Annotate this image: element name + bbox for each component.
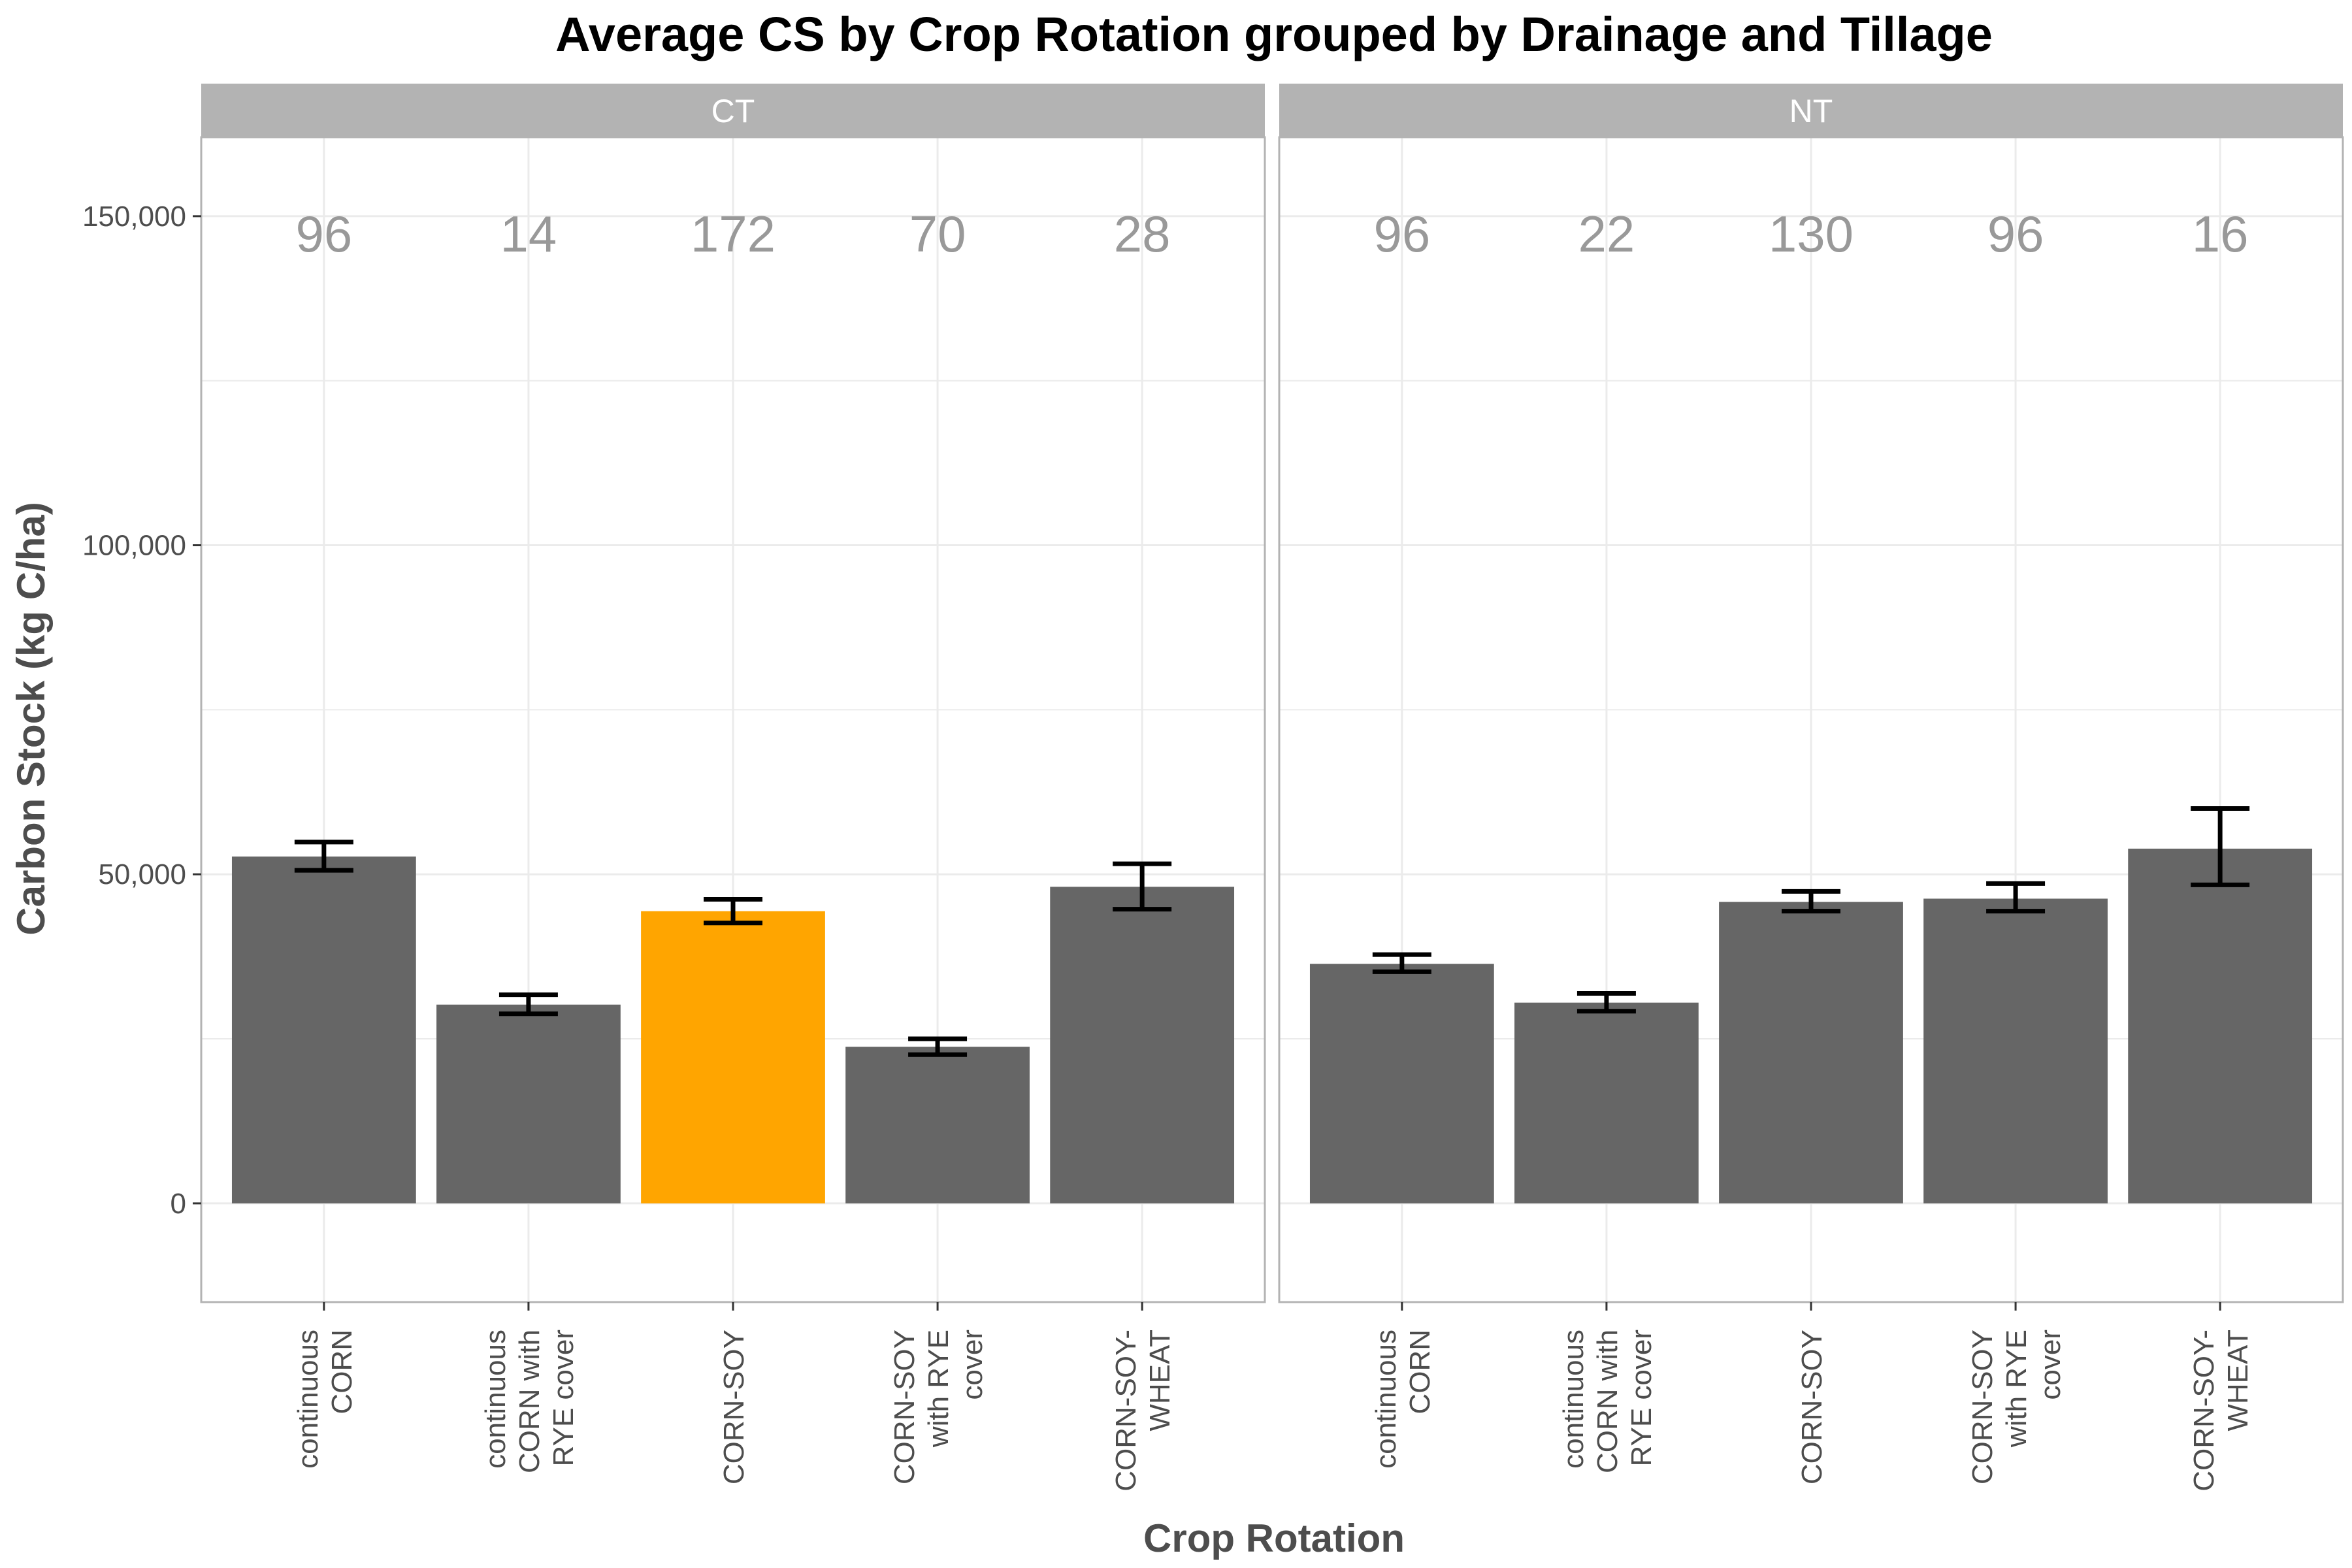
x-tick-label: continuous [1370, 1330, 1402, 1469]
error-bar [704, 897, 762, 926]
x-tick-label: CORN [1404, 1330, 1436, 1414]
x-tick-label: RYE cover [547, 1330, 580, 1467]
y-axis: 0 50,000 100,000 150,000 [82, 201, 201, 1220]
x-tick-label: CORN [326, 1330, 358, 1414]
x-tick-label: continuous [1558, 1330, 1590, 1469]
error-bar [1782, 889, 1840, 914]
y-tick-label: 100,000 [82, 530, 186, 562]
count-label: 16 [2192, 205, 2249, 263]
error-bar [1372, 952, 1431, 974]
x-tick-label: with RYE [2001, 1330, 2033, 1448]
count-label: 96 [295, 205, 352, 263]
count-label: 96 [1373, 205, 1430, 263]
count-label: 130 [1769, 205, 1854, 263]
x-tick-label: CORN-SOY [718, 1330, 750, 1484]
x-tick-label: WHEAT [1144, 1330, 1176, 1431]
chart-title: Average CS by Crop Rotation grouped by D… [555, 7, 1993, 61]
bar [1719, 902, 1903, 1203]
error-bar [294, 840, 353, 873]
error-bar [1113, 861, 1172, 912]
bar [2128, 848, 2313, 1203]
count-label: 14 [500, 205, 557, 263]
count-label: 70 [909, 205, 966, 263]
x-tick-label: with RYE [923, 1330, 955, 1448]
x-tick-label: CORN with [514, 1330, 546, 1473]
y-tick-label: 150,000 [82, 201, 186, 233]
error-bar [1576, 991, 1636, 1014]
bar [1050, 887, 1235, 1203]
bar [1514, 1002, 1699, 1203]
y-tick-label: 50,000 [98, 858, 186, 890]
x-tick-label: WHEAT [2222, 1330, 2254, 1431]
x-tick-label: CORN-SOY [1796, 1330, 1828, 1484]
error-bar [498, 992, 558, 1017]
facet-strip-label: NT [1789, 93, 1833, 129]
x-tick-label: CORN-SOY- [2188, 1330, 2220, 1492]
bar [1923, 898, 2108, 1203]
count-label: 96 [1987, 205, 2044, 263]
error-bar [2191, 806, 2250, 887]
x-axis-title: Crop Rotation [1143, 1516, 1405, 1560]
bar [845, 1047, 1030, 1203]
error-bar [1986, 881, 2046, 914]
facet-strip-label: CT [711, 93, 755, 129]
x-tick-label: continuous [292, 1330, 324, 1469]
facet-strip [1279, 84, 2343, 137]
x-tick-label: CORN-SOY [889, 1330, 921, 1484]
x-tick-label: RYE cover [1625, 1330, 1658, 1467]
x-tick-label: cover [956, 1330, 988, 1400]
facet-strip [201, 84, 1265, 137]
count-label: 28 [1114, 205, 1171, 263]
bar [436, 1004, 621, 1203]
x-tick-label: continuous [480, 1330, 512, 1469]
bar [1309, 964, 1494, 1203]
count-label: 22 [1578, 205, 1635, 263]
bar [641, 911, 825, 1203]
y-axis-title: Carbon Stock (kg C/ha) [9, 502, 53, 935]
y-tick-label: 0 [171, 1188, 186, 1220]
error-bar [908, 1036, 968, 1057]
x-tick-label: cover [2034, 1330, 2066, 1400]
bar [231, 857, 416, 1203]
x-tick-label: CORN-SOY [1967, 1330, 1999, 1484]
count-label: 172 [691, 205, 776, 263]
x-tick-label: CORN with [1592, 1330, 1624, 1473]
x-tick-label: CORN-SOY- [1110, 1330, 1142, 1492]
